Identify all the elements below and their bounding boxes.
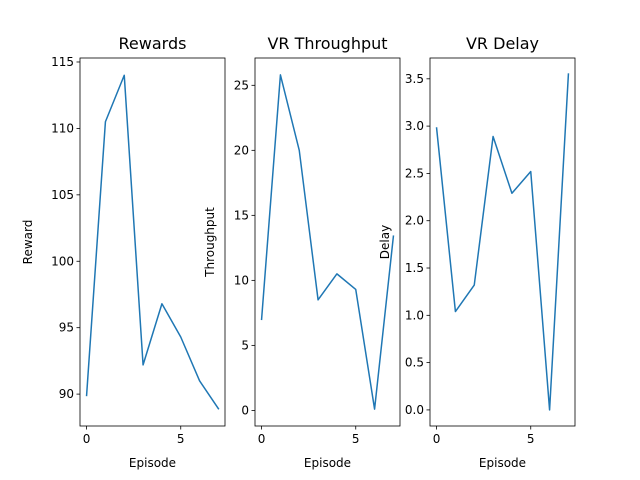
x-tick-label: 0: [433, 432, 441, 446]
series-line: [85, 74, 220, 410]
y-tick-label: 90: [59, 387, 74, 401]
y-axis-label: Reward: [21, 220, 35, 265]
subplot-title: VR Throughput: [267, 34, 387, 53]
subplot-title: Rewards: [119, 34, 187, 53]
y-tick-label: 15: [234, 208, 249, 222]
x-tick-label: 5: [527, 432, 535, 446]
y-tick-label: 10: [234, 273, 249, 287]
y-tick-label: 1.5: [405, 261, 424, 275]
x-axis-label: Episode: [479, 456, 526, 470]
y-tick-label: 95: [59, 321, 74, 335]
axes-frame: [254, 57, 401, 427]
y-tick-label: 25: [234, 78, 249, 92]
y-tick-label: 1.0: [405, 308, 424, 322]
y-axis-label: Throughput: [203, 207, 217, 278]
y-tick-label: 2.0: [405, 214, 424, 228]
y-axis-label: Delay: [378, 225, 392, 259]
series-line: [260, 74, 395, 410]
x-tick-label: 0: [83, 432, 91, 446]
y-tick-label: 5: [241, 338, 249, 352]
y-tick-label: 0.5: [405, 356, 424, 370]
series-line: [435, 73, 570, 411]
y-tick-label: 0: [241, 403, 249, 417]
y-tick-label: 100: [51, 254, 74, 268]
axes-frame: [429, 57, 576, 427]
y-tick-label: 110: [51, 121, 74, 135]
x-tick-label: 5: [177, 432, 185, 446]
y-tick-label: 3.0: [405, 119, 424, 133]
x-tick-label: 0: [258, 432, 266, 446]
y-tick-label: 115: [51, 55, 74, 69]
subplot-title: VR Delay: [466, 34, 539, 53]
y-tick-label: 3.5: [405, 72, 424, 86]
y-tick-label: 105: [51, 188, 74, 202]
x-axis-label: Episode: [129, 456, 176, 470]
subplot-3: VR Delay 0.0 0.5 1.0 1.5 2.0 2.5 3.0 3.5 0 5Episod…: [378, 34, 576, 470]
y-tick-label: 20: [234, 143, 249, 157]
x-tick-label: 5: [352, 432, 360, 446]
y-tick-label: 0.0: [405, 403, 424, 417]
axes-frame: [79, 57, 226, 427]
y-tick-label: 2.5: [405, 166, 424, 180]
x-axis-label: Episode: [304, 456, 351, 470]
